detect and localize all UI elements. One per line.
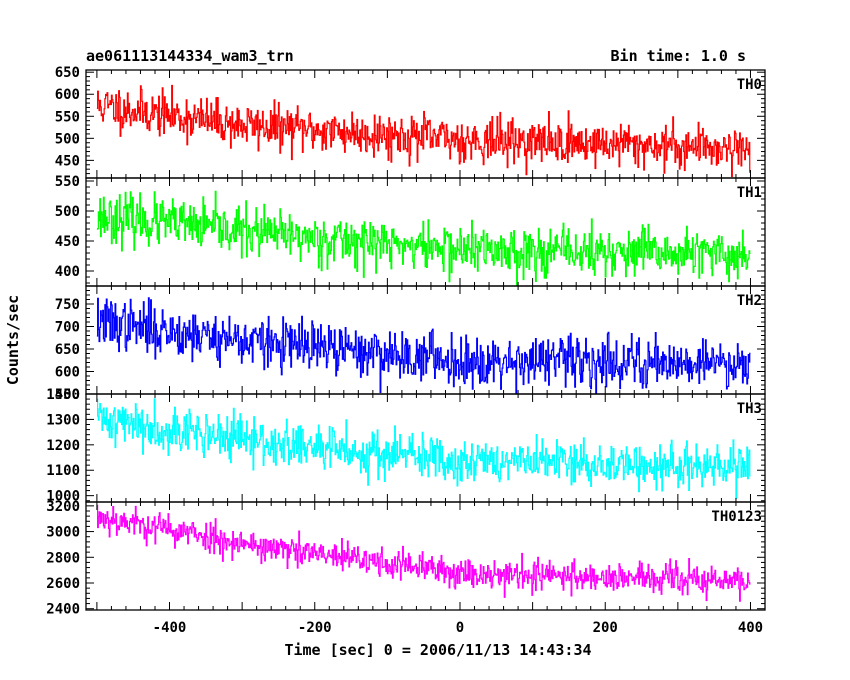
y-tick-label: 450 [55,153,80,169]
y-tick-label: 550 [55,387,80,403]
y-tick-label: 1300 [46,412,80,428]
panel-th3: 1000 1100 1200 1300 1400 TH3 [46,387,766,505]
y-tick-label: 1000 [46,489,80,505]
y-tick-label: 500 [55,204,80,220]
panel-frame [85,501,766,611]
y-tick-label: 2600 [46,576,80,592]
panels-group: 450 500 550 600 650 TH0 400 450 500 550 TH1 550 600 6… [46,65,766,618]
panel-label-th3: TH3 [737,401,762,417]
chart-title: ae061113144334_wam3_trn [86,47,294,65]
series-th0 [96,84,751,178]
x-tick-label: -200 [298,620,332,636]
x-tick-label: 400 [738,620,763,636]
x-tick-label: 0 [456,620,464,636]
panel-label-th1: TH1 [737,185,762,201]
panel-label-th0: TH0 [737,77,762,93]
y-tick-label: 2800 [46,550,80,566]
y-tick-label: 500 [55,131,80,147]
y-tick-label: 650 [55,65,80,81]
x-axis: -400 -200 0 200 400 [153,620,763,636]
series-th2 [96,297,751,394]
y-tick-label: 400 [55,264,80,280]
x-tick-label: 200 [593,620,618,636]
bin-time-label: Bin time: 1.0 s [611,47,746,65]
series-th1 [96,190,751,286]
panel-th0: 450 500 550 600 650 TH0 [55,65,766,179]
y-tick-label: 2400 [46,602,80,618]
y-tick-label: 550 [55,109,80,125]
y-tick-label: 750 [55,297,80,313]
y-tick-label: 450 [55,234,80,250]
y-tick-label: 600 [55,87,80,103]
y-tick-label: 3200 [46,499,80,515]
panel-frame [85,177,766,287]
panel-label-th0123: TH0123 [711,509,762,525]
series-th0123 [96,504,751,602]
y-axis-label: Counts/sec [4,295,22,385]
y-tick-label: 700 [55,320,80,336]
y-tick-label: 600 [55,365,80,381]
panel-th2: 550 600 650 700 750 TH2 [55,285,766,403]
y-tick-label: 650 [55,342,80,358]
x-axis-label: Time [sec] 0 = 2006/11/13 14:43:34 [284,641,591,659]
y-tick-label: 3000 [46,525,80,541]
series-th3 [96,398,751,499]
y-tick-label: 550 [55,174,80,190]
y-tick-label: 1200 [46,438,80,454]
y-tick-label: 1100 [46,463,80,479]
x-tick-label: -400 [153,620,187,636]
panel-th1: 400 450 500 550 TH1 [55,174,766,287]
panel-th0123: 2400 2600 2800 3000 3200 TH0123 [46,499,766,618]
y-tick-label: 1400 [46,387,80,403]
panel-label-th2: TH2 [737,293,762,309]
